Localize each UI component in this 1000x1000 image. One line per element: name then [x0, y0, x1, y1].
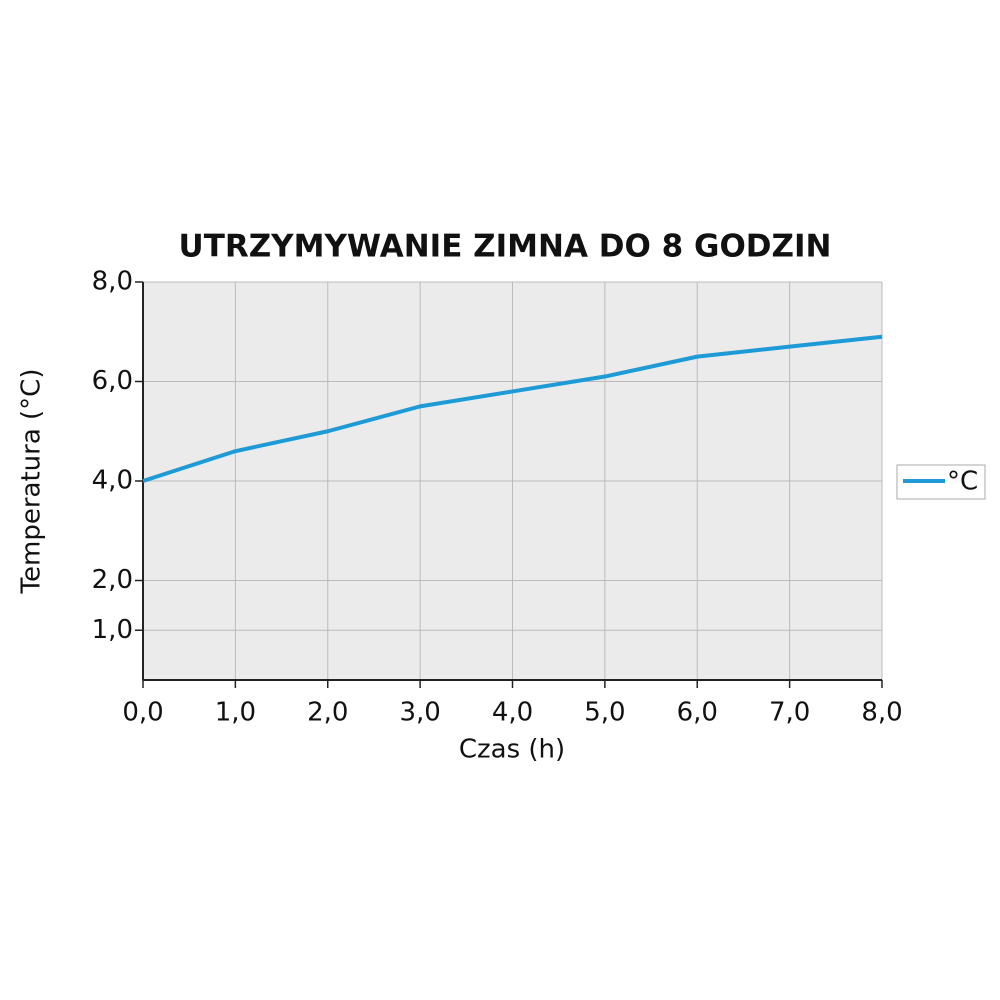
- legend-label: °C: [947, 467, 978, 497]
- chart-title: UTRZYMYWANIE ZIMNA DO 8 GODZIN: [179, 229, 832, 265]
- y-tick-label: 8,0: [92, 267, 133, 297]
- x-tick-label: 4,0: [492, 698, 533, 728]
- data-line: [142, 334, 883, 483]
- x-tick-label: 0,0: [122, 698, 163, 728]
- x-tick-label: 1,0: [215, 698, 256, 728]
- x-tick-label: 5,0: [584, 698, 625, 728]
- x-tick-label: 7,0: [769, 698, 810, 728]
- y-axis-label: Temperatura (°C): [17, 369, 47, 595]
- x-axis-label: Czas (h): [459, 735, 565, 765]
- x-tick-label: 8,0: [861, 698, 902, 728]
- x-tick-label: 2,0: [307, 698, 348, 728]
- y-tick-label: 1,0: [92, 615, 133, 645]
- y-tick-label: 2,0: [92, 565, 133, 595]
- x-tick-label: 6,0: [677, 698, 718, 728]
- x-tick-label: 3,0: [399, 698, 440, 728]
- y-tick-label: 6,0: [92, 366, 133, 396]
- y-tick-label: 4,0: [92, 466, 133, 496]
